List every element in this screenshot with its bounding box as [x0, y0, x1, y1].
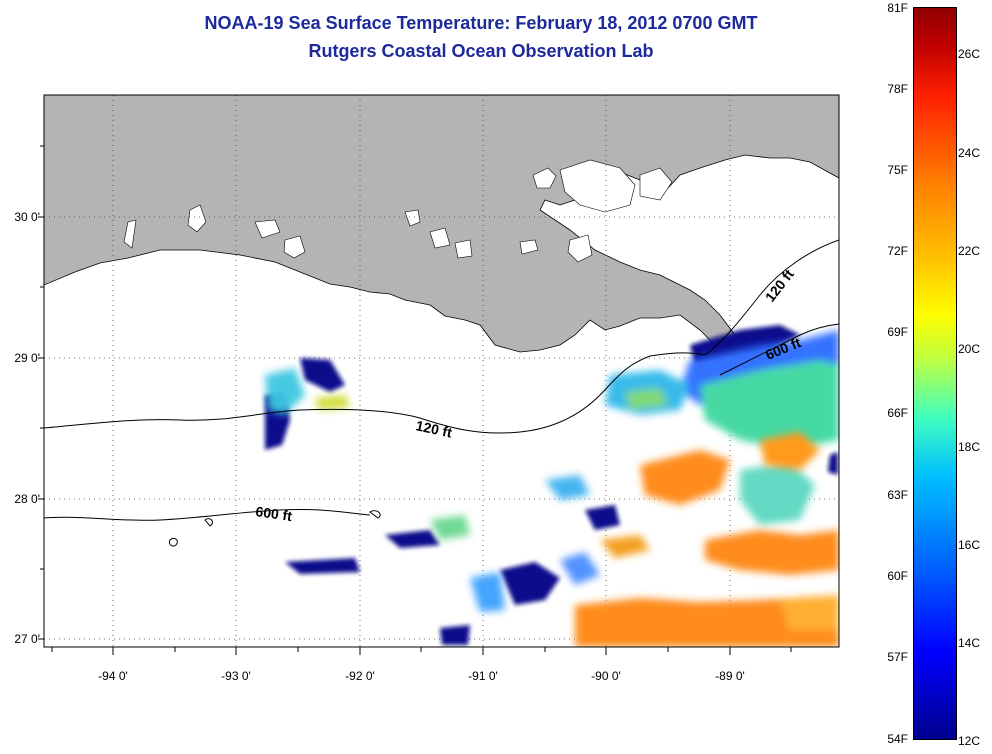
lon-label: -93 0' — [221, 669, 251, 683]
depth-contours — [44, 239, 839, 547]
colorbar-c-label: 24C — [958, 146, 981, 160]
lon-label: -89 0' — [715, 669, 745, 683]
lat-label: 28 0' — [14, 492, 40, 506]
map-title: NOAA-19 Sea Surface Temperature: Februar… — [204, 13, 758, 33]
land-area — [44, 95, 839, 356]
colorbar-c-label: 18C — [958, 440, 981, 454]
lat-label: 29 0' — [14, 351, 40, 365]
colorbar-f-label: 66F — [887, 406, 908, 420]
colorbar-f-label: 57F — [887, 650, 908, 664]
sst-warm-patches — [575, 432, 839, 647]
axis-ticks-bottom — [51, 647, 792, 655]
colorbar-c-label: 16C — [958, 538, 981, 552]
contour-label-120: 120 ft — [414, 417, 453, 440]
colorbar-f-label: 72F — [887, 244, 908, 258]
lon-label: -90 0' — [591, 669, 621, 683]
colorbar-f-label: 78F — [887, 82, 908, 96]
sst-cool-patches — [265, 330, 839, 612]
colorbar-f-label: 63F — [887, 488, 908, 502]
colorbar-f-label: 69F — [887, 325, 908, 339]
colorbar-f-label: 60F — [887, 569, 908, 583]
lon-label: -91 0' — [468, 669, 498, 683]
temperature-colorbar — [913, 7, 957, 740]
colorbar-f-label: 81F — [887, 1, 908, 15]
colorbar-c-label: 12C — [958, 734, 981, 748]
sst-map: 120 ft 600 ft 120 ft 600 ft — [38, 94, 840, 655]
contour-label-600: 600 ft — [255, 503, 294, 524]
lat-label: 30 0' — [14, 210, 40, 224]
colorbar-f-label: 54F — [887, 732, 908, 746]
colorbar-c-label: 26C — [958, 47, 981, 61]
axis-ticks-left — [38, 145, 44, 640]
sst-cold-patches — [265, 325, 838, 645]
colorbar-c-label: 20C — [958, 342, 981, 356]
colorbar-c-label: 22C — [958, 244, 981, 258]
map-frame — [43, 94, 840, 648]
colorbar-f-label: 75F — [887, 163, 908, 177]
lat-label: 27 0' — [14, 632, 40, 646]
contour-label-ne-120: 120 ft — [762, 266, 797, 305]
lake-areas — [123, 159, 673, 263]
map-subtitle: Rutgers Coastal Ocean Observation Lab — [308, 41, 654, 61]
lon-label: -92 0' — [345, 669, 375, 683]
lon-label: -94 0' — [98, 669, 128, 683]
colorbar-c-label: 14C — [958, 636, 981, 650]
